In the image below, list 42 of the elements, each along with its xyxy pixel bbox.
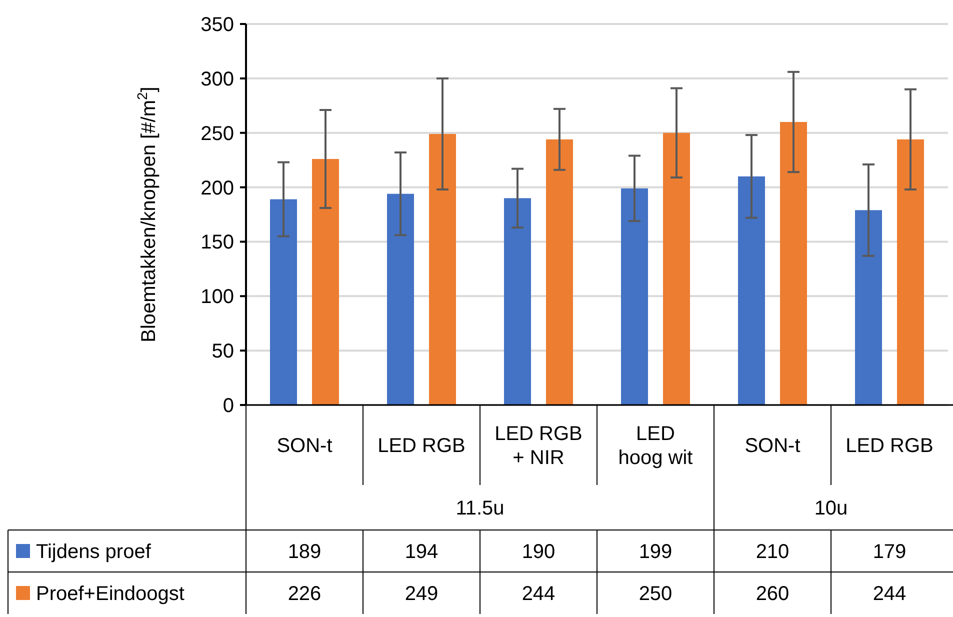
x-tick-label: LED RGB	[378, 435, 466, 457]
bar	[621, 188, 648, 405]
data-label: 179	[872, 541, 906, 563]
data-label: 250	[638, 583, 672, 605]
text: 11.5u	[456, 498, 504, 520]
data-label: 190	[522, 541, 556, 563]
bar	[429, 134, 456, 405]
y-tick-label: 100	[200, 286, 234, 308]
bar	[546, 139, 573, 405]
bar	[663, 132, 690, 405]
bar	[504, 198, 531, 405]
data-label: 244	[872, 583, 906, 605]
data-label: 189	[288, 541, 322, 563]
data-label: 194	[404, 541, 438, 563]
data-label: 199	[638, 541, 672, 563]
x-tick-label: LED RGB	[846, 435, 934, 457]
y-tick-label: 200	[200, 177, 234, 200]
bar	[312, 158, 339, 405]
legend-label: Proef+Eindoogst	[36, 583, 185, 605]
bar	[855, 210, 882, 405]
y-tick-label: 150	[200, 232, 234, 254]
legend-label: Tijdens proef	[36, 541, 152, 563]
y-tick-label: 0	[222, 395, 234, 417]
data-label: 244	[522, 583, 556, 605]
data-label: 210	[756, 541, 790, 563]
data-label: 260	[756, 583, 790, 605]
y-tick-label: 350	[200, 14, 234, 36]
bar	[780, 122, 807, 405]
bar	[387, 194, 414, 405]
x-tick-label: SON-t	[276, 435, 333, 457]
x-tick-label: SON-t	[744, 435, 801, 457]
y-tick-label: 50	[212, 340, 234, 363]
x-tick-label: LED RGB + NIR	[494, 423, 582, 469]
data-label: 226	[288, 583, 322, 605]
x-tick-label: LED hoog wit	[618, 423, 694, 469]
bar	[270, 199, 297, 405]
bar	[897, 139, 924, 405]
bar	[738, 176, 765, 405]
y-tick-label: 250	[200, 122, 234, 145]
y-tick-label: 300	[200, 68, 234, 90]
data-label: 249	[404, 583, 438, 605]
text: 10u	[814, 498, 848, 520]
